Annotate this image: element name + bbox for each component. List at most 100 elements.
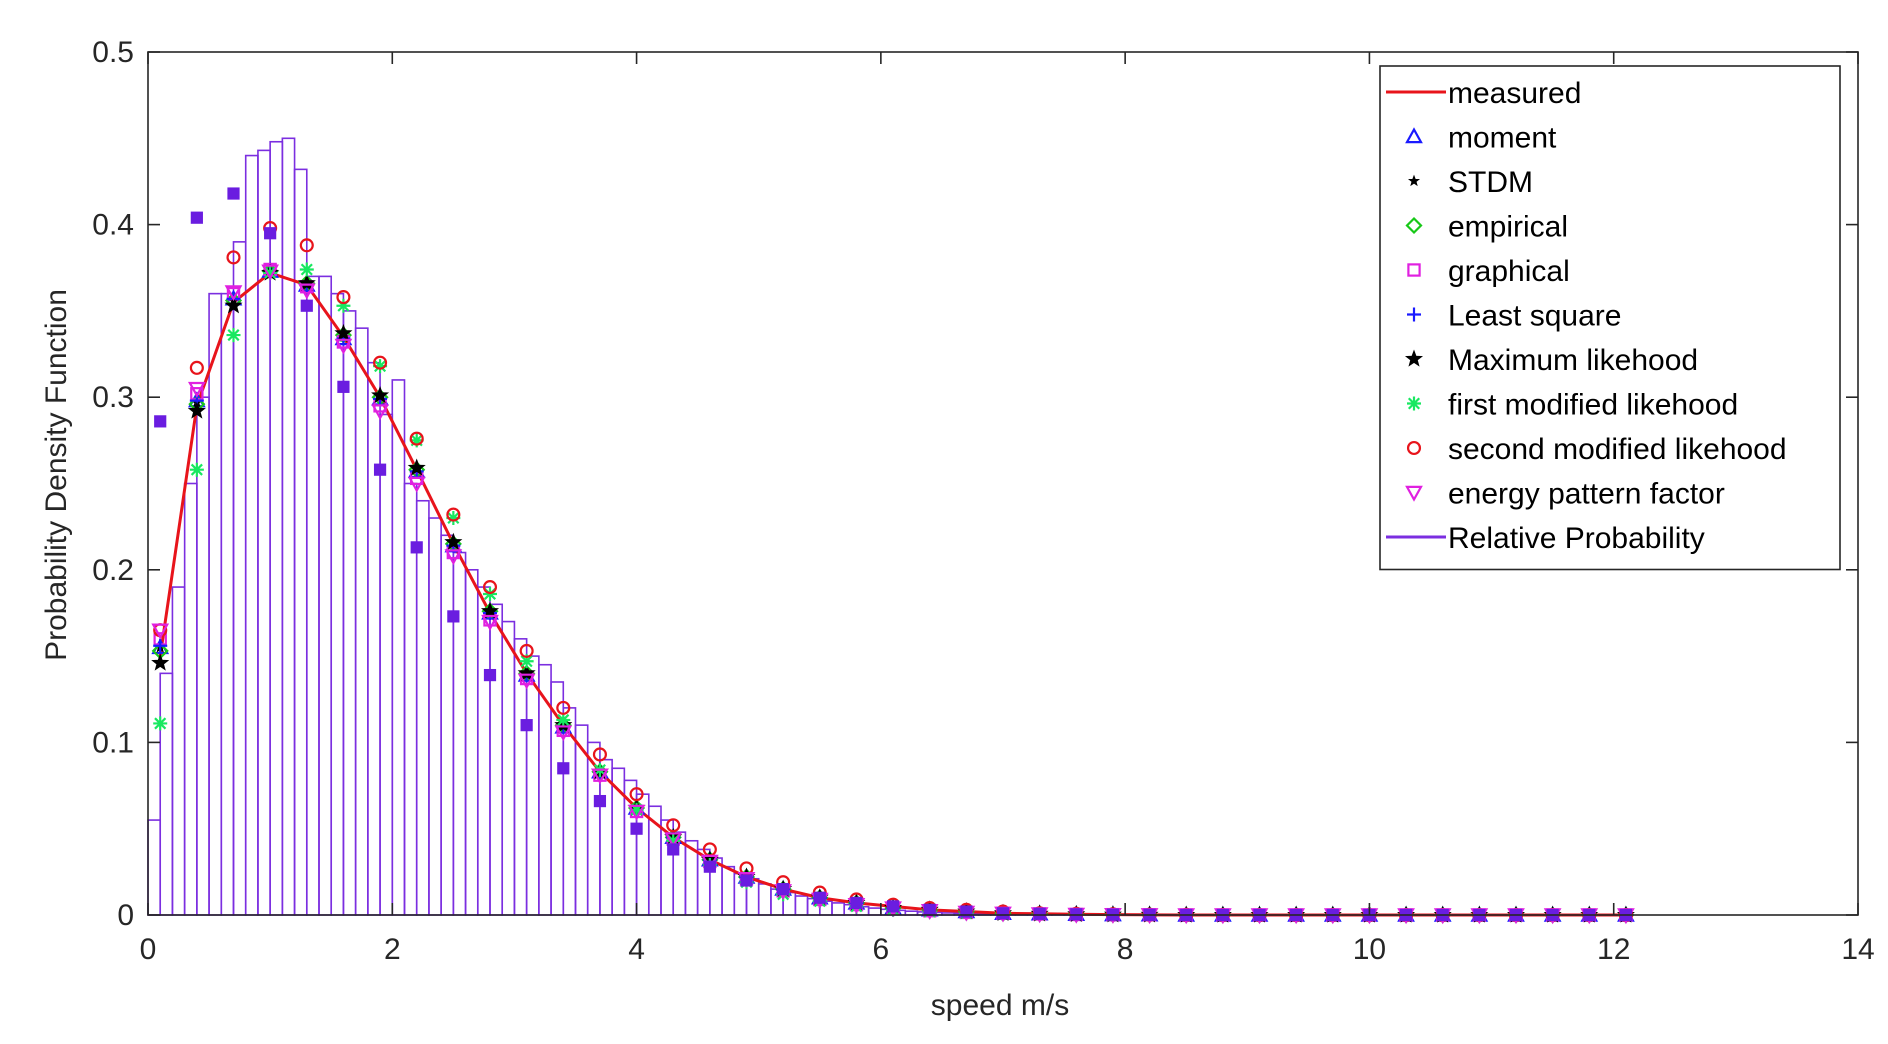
x-tick-label: 8 [1117, 933, 1134, 966]
legend-item-second-modified-likehood: second modified likehood [1406, 433, 1787, 466]
x-tick-label: 2 [384, 933, 401, 966]
first-modified-likehood-point [666, 833, 681, 848]
legend-label: STDM [1448, 166, 1533, 199]
legend-item-energy-pattern-factor: energy pattern factor [1405, 478, 1725, 511]
series-10-point [373, 463, 387, 476]
second-modified-likehood-point [189, 360, 204, 375]
legend-item-stdm: STDM [1407, 166, 1533, 199]
series-10-point [557, 762, 570, 775]
series-10-point [923, 903, 936, 916]
least-square-point [153, 638, 168, 653]
first-modified-likehood-point [299, 262, 314, 277]
series-10-point [520, 719, 533, 732]
energy-pattern-factor-point [481, 614, 499, 631]
y-tick-label: 0.4 [92, 209, 134, 242]
legend-label: Maximum likehood [1448, 344, 1698, 377]
legend-label: Least square [1448, 300, 1621, 333]
x-tick-label: 10 [1353, 933, 1386, 966]
maximum-likehood-point [407, 458, 426, 476]
energy-pattern-factor-point [224, 285, 243, 302]
energy-pattern-factor-point [517, 673, 536, 690]
legend-item-relative-probability: Relative Probability [1386, 522, 1705, 555]
second-modified-likehood-point [409, 431, 424, 446]
maximum-likehood-point [480, 601, 500, 619]
first-modified-likehood-point [226, 328, 241, 343]
energy-pattern-factor-point [627, 804, 646, 821]
legend-label: graphical [1448, 255, 1570, 288]
y-axis-label: Probability Density Function [40, 289, 73, 661]
legend-item-moment: moment [1405, 122, 1557, 155]
axes-box [147, 51, 1859, 916]
x-tick-label: 0 [140, 933, 157, 966]
x-tick-label: 6 [873, 933, 890, 966]
first-modified-likehood-point [409, 433, 424, 448]
axis-ticks: 0 2 4 6 8 10 12 14 0 0.1 0.2 0.3 0.4 0.5 [92, 36, 1874, 966]
legend-label: first modified likehood [1448, 389, 1738, 422]
legend-swatch [1405, 485, 1423, 502]
legend-swatch [1405, 216, 1423, 235]
second-modified-likehood-point [739, 861, 754, 876]
x-tick-label: 14 [1841, 933, 1874, 966]
series-10-point [996, 907, 1010, 920]
legend-swatch [1407, 307, 1421, 322]
series-10-point [190, 211, 203, 224]
second-modified-likehood-point [446, 507, 461, 522]
y-tick-label: 0.5 [92, 36, 134, 69]
first-modified-likehood-point [556, 712, 571, 727]
legend-item-least-square: Least square [1407, 300, 1621, 333]
maximum-likehood-point [517, 663, 536, 682]
energy-pattern-factor-point [297, 283, 316, 300]
series-10-point [447, 610, 460, 623]
energy-pattern-factor-point [261, 264, 280, 281]
first-modified-likehood-point [153, 716, 168, 731]
energy-pattern-factor-point [444, 549, 463, 566]
energy-pattern-factor-point [554, 725, 573, 742]
energy-pattern-factor-point [591, 768, 609, 785]
energy-pattern-factor-point [371, 404, 389, 421]
series-10-point [850, 896, 863, 910]
series-10-point [630, 822, 643, 835]
legend-label: moment [1448, 122, 1557, 155]
legend-swatch [1407, 396, 1421, 411]
series-10-point [960, 905, 973, 918]
series-10-point [410, 541, 423, 554]
legend-swatch [1404, 349, 1424, 367]
legend-label: measured [1448, 77, 1581, 110]
series-10-point [886, 900, 900, 913]
energy-pattern-factor-point [664, 832, 683, 849]
legend-item-maximum-likehood: Maximum likehood [1404, 344, 1698, 377]
y-tick-label: 0 [117, 899, 134, 932]
energy-pattern-factor-point [151, 623, 170, 640]
series-10-point [813, 891, 826, 904]
first-modified-likehood-point [336, 298, 351, 313]
legend-item-graphical: graphical [1407, 255, 1570, 288]
legend-label: Relative Probability [1448, 522, 1705, 555]
maximum-likehood-point [151, 653, 170, 671]
legend-box [1379, 65, 1841, 571]
second-modified-likehood-point [519, 643, 534, 658]
x-axis-label: speed m/s [931, 989, 1069, 1022]
x-tick-label: 4 [628, 933, 645, 966]
first-modified-likehood-point [446, 511, 461, 526]
energy-pattern-factor-point [187, 381, 206, 398]
maximum-likehood-point [297, 273, 316, 291]
second-modified-likehood-point [336, 290, 351, 305]
series-10-point [667, 843, 680, 856]
maximum-likehood-point [224, 296, 243, 314]
series-10-point [337, 380, 350, 393]
maximum-likehood-point [444, 532, 463, 550]
second-modified-likehood-point [666, 818, 681, 833]
second-modified-likehood-point [629, 787, 644, 802]
legend-item-empirical: empirical [1405, 211, 1568, 244]
maximum-likehood-point [371, 385, 390, 404]
legend-label: energy pattern factor [1448, 478, 1725, 511]
first-modified-likehood-point [373, 359, 388, 374]
legend-swatch [1406, 440, 1422, 456]
legend-label: empirical [1448, 211, 1568, 244]
series-10-point [483, 668, 497, 682]
legend-swatch [1407, 263, 1421, 277]
second-modified-likehood-point [482, 580, 498, 595]
plot-area-frame [147, 51, 1859, 916]
y-tick-label: 0.2 [92, 554, 134, 587]
